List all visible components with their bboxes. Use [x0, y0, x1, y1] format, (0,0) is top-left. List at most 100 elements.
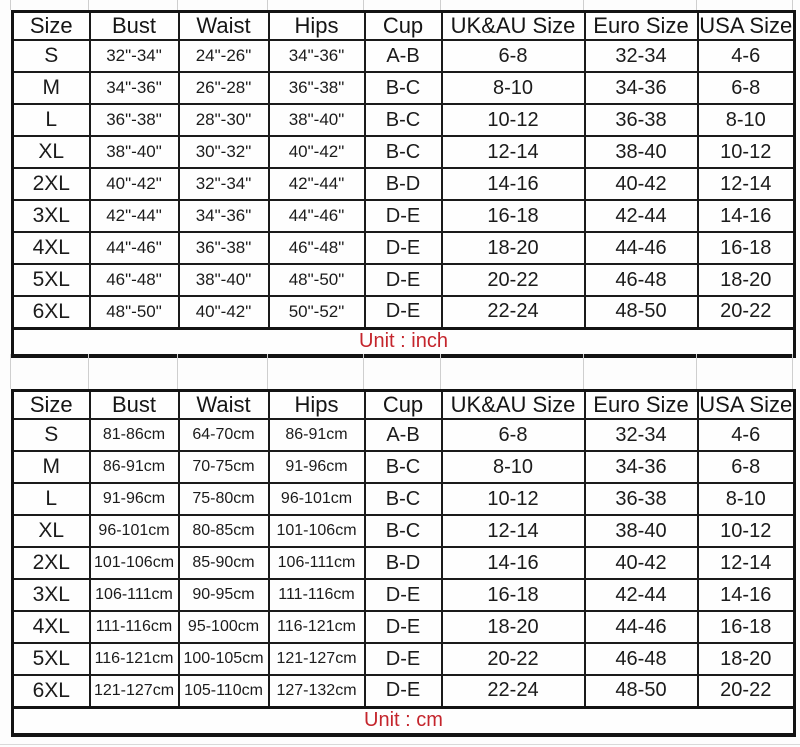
table-body-cm: S 81-86cm 64-70cm 86-91cm A-B 6-8 32-34 4-6 M 86-…	[11, 418, 796, 708]
value-cell: 8-10	[440, 450, 586, 484]
gridline	[696, 354, 697, 389]
column-header-ukau-size: UK&AU Size	[440, 10, 586, 41]
value-cell: 48-50	[583, 295, 699, 329]
gridline	[363, 0, 364, 10]
value-cell: 14-16	[696, 199, 796, 233]
value-cell: D-E	[363, 578, 443, 612]
value-cell: 38"-40"	[267, 103, 366, 137]
value-cell: 70-75cm	[177, 450, 270, 484]
table-footer-inch: Unit : inch	[11, 326, 796, 357]
value-cell: 86-91cm	[267, 418, 366, 452]
gridline	[440, 354, 441, 389]
table-row: M 86-91cm 70-75cm 91-96cm B-C 8-10 34-36 6-8	[11, 450, 796, 484]
value-cell: 12-14	[696, 546, 796, 580]
value-cell: 46-48	[583, 642, 699, 676]
value-cell: 34"-36"	[177, 199, 270, 233]
value-cell: 14-16	[440, 167, 586, 201]
column-header-waist: Waist	[177, 10, 270, 41]
value-cell: 12-14	[440, 514, 586, 548]
value-cell: 101-106cm	[88, 546, 180, 580]
value-cell: 81-86cm	[88, 418, 180, 452]
value-cell: 42"-44"	[88, 199, 180, 233]
value-cell: 111-116cm	[267, 578, 366, 612]
table-row: 5XL 46"-48" 38"-40" 48"-50" D-E 20-22 46-48 18-…	[11, 263, 796, 297]
value-cell: 121-127cm	[88, 674, 180, 708]
size-cell: 4XL	[11, 231, 91, 265]
value-cell: 96-101cm	[267, 482, 366, 516]
value-cell: 44"-46"	[88, 231, 180, 265]
gridline	[177, 354, 178, 389]
value-cell: 48"-50"	[267, 263, 366, 297]
column-header-euro-size: Euro Size	[583, 10, 699, 41]
value-cell: 86-91cm	[88, 450, 180, 484]
value-cell: 48-50	[583, 674, 699, 708]
value-cell: 32-34	[583, 39, 699, 73]
value-cell: 30"-32"	[177, 135, 270, 169]
value-cell: 6-8	[440, 418, 586, 452]
value-cell: 36"-38"	[177, 231, 270, 265]
value-cell: 32"-34"	[177, 167, 270, 201]
gridline	[267, 0, 268, 10]
header-row: Size Bust Waist Hips Cup UK&AU Size Euro…	[11, 389, 796, 420]
gridline	[583, 354, 584, 389]
value-cell: 14-16	[440, 546, 586, 580]
value-cell: 38"-40"	[88, 135, 180, 169]
table-row: 2XL 40"-42" 32"-34" 42"-44" B-D 14-16 40-42 12-…	[11, 167, 796, 201]
value-cell: 18-20	[440, 610, 586, 644]
value-cell: B-D	[363, 167, 443, 201]
value-cell: 8-10	[440, 71, 586, 105]
size-cell: 5XL	[11, 642, 91, 676]
unit-label-inch: Unit : inch	[11, 326, 796, 357]
value-cell: 8-10	[696, 103, 796, 137]
value-cell: D-E	[363, 199, 443, 233]
column-header-size: Size	[11, 389, 91, 420]
size-cell: 5XL	[11, 263, 91, 297]
table-row: M 34"-36" 26"-28" 36"-38" B-C 8-10 34-36 6-8	[11, 71, 796, 105]
value-cell: 14-16	[696, 578, 796, 612]
value-cell: A-B	[363, 39, 443, 73]
value-cell: 12-14	[696, 167, 796, 201]
table-footer-cm: Unit : cm	[11, 705, 796, 736]
value-cell: 34"-36"	[267, 39, 366, 73]
value-cell: 28"-30"	[177, 103, 270, 137]
value-cell: 101-106cm	[267, 514, 366, 548]
value-cell: B-C	[363, 71, 443, 105]
value-cell: 22-24	[440, 674, 586, 708]
gridline-band-middle	[0, 354, 800, 389]
value-cell: 36"-38"	[267, 71, 366, 105]
table-row: 2XL 101-106cm 85-90cm 106-111cm B-D 14-16 40-4…	[11, 546, 796, 580]
value-cell: 38-40	[583, 514, 699, 548]
value-cell: 96-101cm	[88, 514, 180, 548]
size-chart-table-cm: Size Bust Waist Hips Cup UK&AU Size Euro…	[11, 389, 796, 737]
value-cell: 91-96cm	[88, 482, 180, 516]
value-cell: 91-96cm	[267, 450, 366, 484]
column-header-waist: Waist	[177, 389, 270, 420]
column-header-bust: Bust	[88, 389, 180, 420]
value-cell: 48"-50"	[88, 295, 180, 329]
value-cell: B-C	[363, 103, 443, 137]
value-cell: 44-46	[583, 610, 699, 644]
value-cell: 32-34	[583, 418, 699, 452]
value-cell: 20-22	[696, 295, 796, 329]
value-cell: 36"-38"	[88, 103, 180, 137]
table-row: L 36"-38" 28"-30" 38"-40" B-C 10-12 36-38 8-10	[11, 103, 796, 137]
gridline-band-top	[0, 0, 800, 10]
value-cell: D-E	[363, 231, 443, 265]
value-cell: 105-110cm	[177, 674, 270, 708]
value-cell: 10-12	[696, 514, 796, 548]
value-cell: 116-121cm	[88, 642, 180, 676]
column-header-hips: Hips	[267, 389, 366, 420]
size-cell: 6XL	[11, 674, 91, 708]
size-cell: S	[11, 418, 91, 452]
size-cell: 2XL	[11, 546, 91, 580]
value-cell: 22-24	[440, 295, 586, 329]
value-cell: 40"-42"	[88, 167, 180, 201]
value-cell: 106-111cm	[267, 546, 366, 580]
table-header-inch: Size Bust Waist Hips Cup UK&AU Size Euro…	[11, 10, 796, 41]
value-cell: 16-18	[696, 231, 796, 265]
unit-label-cm: Unit : cm	[11, 705, 796, 736]
column-header-bust: Bust	[88, 10, 180, 41]
gridline-band-bottom	[0, 741, 800, 747]
column-header-euro-size: Euro Size	[583, 389, 699, 420]
size-cell: 3XL	[11, 578, 91, 612]
